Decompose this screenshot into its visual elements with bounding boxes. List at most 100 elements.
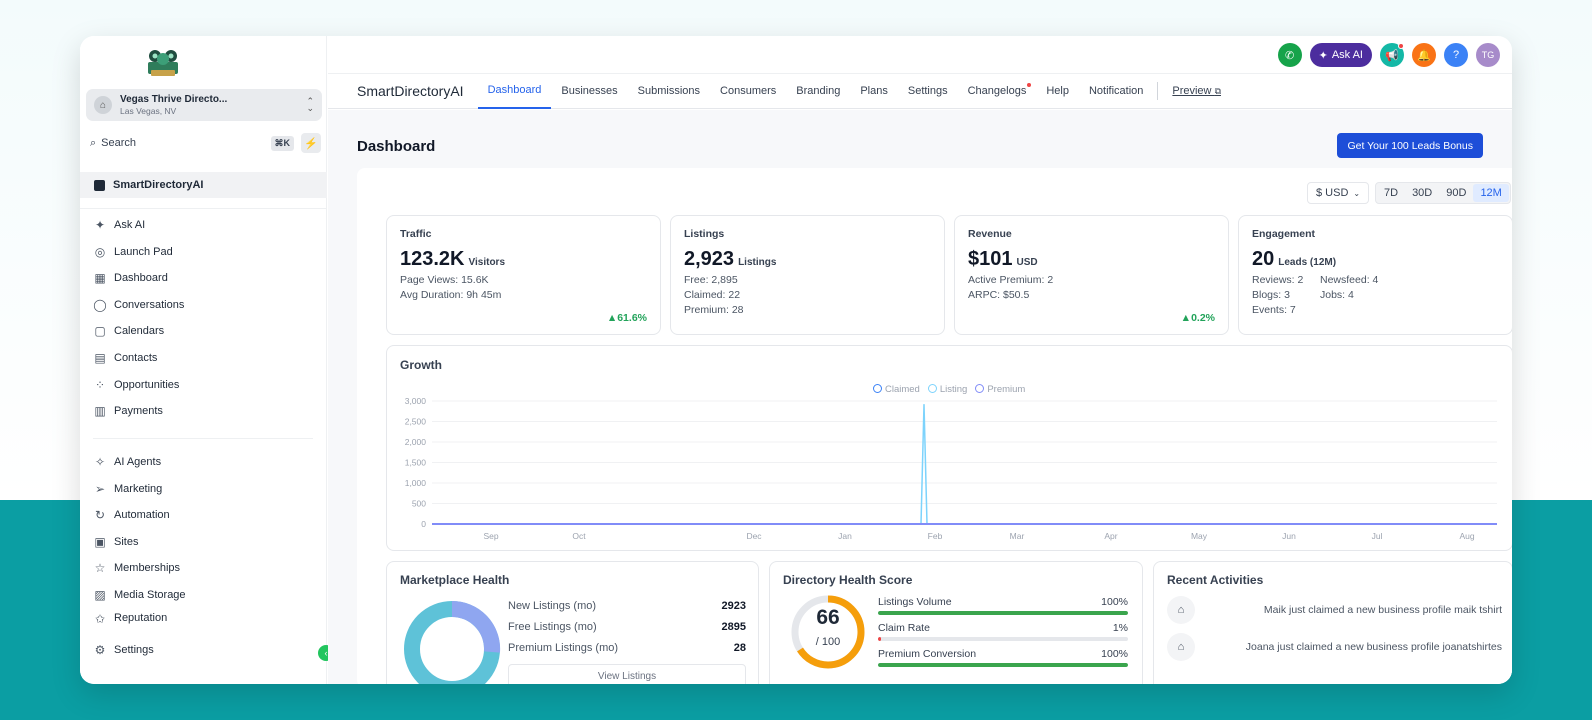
leads-bonus-button[interactable]: Get Your 100 Leads Bonus bbox=[1337, 133, 1483, 158]
x-tick-label: Oct bbox=[572, 531, 586, 541]
opportunities-icon: ⁘ bbox=[94, 377, 106, 392]
period-12m[interactable]: 12M bbox=[1473, 184, 1509, 202]
revenue-unit: USD bbox=[1016, 257, 1038, 268]
book-icon bbox=[94, 179, 105, 191]
sidebar-item-memberships[interactable]: ☆ Memberships bbox=[93, 558, 180, 578]
card-title: Traffic bbox=[400, 228, 432, 240]
traffic-card: Traffic 123.2K Visitors Page Views: 15.6K… bbox=[386, 215, 661, 335]
metric-percent: 1% bbox=[1112, 622, 1128, 634]
sidebar-item-sites[interactable]: ▣ Sites bbox=[93, 532, 138, 552]
legend-item[interactable]: Claimed bbox=[873, 384, 920, 395]
sidebar-item-label: Memberships bbox=[114, 562, 181, 575]
period-30d[interactable]: 30D bbox=[1412, 187, 1433, 199]
sidebar-item-conversations[interactable]: ◯ Conversations bbox=[93, 295, 184, 315]
rocket-icon: ◎ bbox=[94, 244, 106, 259]
period-7d[interactable]: 7D bbox=[1384, 187, 1399, 199]
tab-plans[interactable]: Plans bbox=[860, 85, 888, 97]
sidebar-item-reputation[interactable]: ✩ Reputation bbox=[93, 612, 167, 624]
tab-dashboard[interactable]: Dashboard bbox=[477, 74, 552, 109]
sidebar-item-marketing[interactable]: ➢ Marketing bbox=[93, 479, 162, 499]
tab-help[interactable]: Help bbox=[1046, 85, 1069, 97]
announcements-button[interactable]: 📢 bbox=[1380, 43, 1404, 67]
activity-item[interactable]: ⌂ Maik just claimed a new business profi… bbox=[1167, 595, 1502, 625]
app-window: ⌂ Vegas Thrive Directo... Las Vegas, NV … bbox=[80, 36, 1512, 684]
sidebar-item-media-storage[interactable]: ▨ Media Storage bbox=[93, 585, 185, 605]
card-detail: ARPC: $50.5 bbox=[968, 289, 1030, 301]
legend-label: Listing bbox=[939, 384, 968, 395]
activity-text: Maik just claimed a new business profile… bbox=[1263, 604, 1502, 616]
engagement-card: Engagement 20 Leads (12M) Reviews: 2 News… bbox=[1238, 215, 1512, 335]
sidebar-item-dashboard[interactable]: ▦ Dashboard bbox=[93, 268, 168, 288]
app-nav: SmartDirectoryAI Dashboard Businesses Subm… bbox=[328, 74, 1512, 109]
tab-settings[interactable]: Settings bbox=[907, 85, 948, 97]
x-tick-label: Apr bbox=[1104, 531, 1117, 541]
sidebar-item-launch-pad[interactable]: ◎ Launch Pad bbox=[93, 242, 173, 262]
engagement-unit: Leads (12M) bbox=[1278, 257, 1337, 268]
sidebar-item-label: Sites bbox=[114, 535, 139, 548]
sidebar-item-settings[interactable]: ⚙ Settings bbox=[93, 640, 154, 660]
new-indicator-dot bbox=[1027, 82, 1032, 87]
chevron-left-icon: ‹ bbox=[324, 648, 328, 658]
x-tick-label: Jul bbox=[1372, 531, 1383, 541]
sidebar-item-calendars[interactable]: ▢ Calendars bbox=[93, 321, 164, 341]
sidebar-item-automation[interactable]: ↻ Automation bbox=[93, 505, 170, 525]
tab-notification[interactable]: Notification bbox=[1088, 85, 1144, 97]
tab-changelogs[interactable]: Changelogs bbox=[958, 74, 1037, 109]
notification-dot bbox=[1398, 43, 1404, 49]
calendar-icon: ▢ bbox=[94, 324, 106, 339]
currency-select[interactable]: $ USD ⌄ bbox=[1307, 182, 1370, 204]
preview-link[interactable]: Preview ⧉ bbox=[1162, 85, 1231, 97]
tab-businesses[interactable]: Businesses bbox=[561, 85, 618, 97]
ai-agents-icon: ✧ bbox=[94, 455, 106, 469]
quick-action-button[interactable]: ⚡ bbox=[301, 133, 321, 153]
sidebar-item-opportunities[interactable]: ⁘ Opportunities bbox=[93, 375, 179, 395]
revenue-card: Revenue $101 USD Active Premium: 2 ARPC: … bbox=[954, 215, 1229, 335]
x-tick-label: Feb bbox=[928, 531, 943, 541]
help-button[interactable]: ? bbox=[1444, 43, 1468, 67]
period-90d[interactable]: 90D bbox=[1446, 187, 1467, 199]
sidebar-item-label: SmartDirectoryAI bbox=[113, 179, 204, 191]
sidebar-item-smartdirectoryai[interactable]: SmartDirectoryAI bbox=[80, 172, 327, 198]
ask-ai-label: Ask AI bbox=[1331, 49, 1363, 61]
engagement-value: 20 bbox=[1252, 248, 1275, 270]
chevron-updown-icon: ⌃ ⌄ bbox=[306, 95, 314, 113]
sidebar-item-ai-agents[interactable]: ✧ AI Agents bbox=[93, 452, 161, 472]
traffic-value: 123.2K bbox=[400, 248, 465, 270]
external-link-icon: ⧉ bbox=[1214, 86, 1221, 96]
star-icon: ✩ bbox=[94, 611, 106, 624]
ask-ai-button[interactable]: ✦ Ask AI bbox=[1309, 43, 1372, 67]
metric-label: Premium Conversion bbox=[878, 648, 977, 660]
legend-item[interactable]: Listing bbox=[927, 384, 968, 395]
row-value: 28 bbox=[733, 642, 746, 654]
location-switcher[interactable]: ⌂ Vegas Thrive Directo... Las Vegas, NV … bbox=[86, 89, 322, 121]
sidebar-item-ask-ai[interactable]: ✦ Ask AI bbox=[93, 215, 145, 235]
metric-label: Claim Rate bbox=[878, 622, 930, 634]
preview-label: Preview bbox=[1172, 85, 1212, 97]
card-detail: Premium: 28 bbox=[684, 304, 744, 316]
search-input[interactable]: ⌕ Search ⌘K bbox=[86, 133, 298, 153]
tab-submissions[interactable]: Submissions bbox=[637, 85, 701, 97]
sidebar-item-label: Dashboard bbox=[114, 272, 168, 285]
card-title: Marketplace Health bbox=[400, 573, 510, 587]
legend-item[interactable]: Premium bbox=[975, 384, 1025, 395]
activity-item[interactable]: ⌂ Joana just claimed a new business prof… bbox=[1167, 632, 1502, 662]
listings-unit: Listings bbox=[738, 257, 777, 268]
sidebar-item-contacts[interactable]: ▤ Contacts bbox=[93, 348, 157, 368]
row-label: Free Listings (mo) bbox=[508, 621, 597, 633]
location-name: Vegas Thrive Directo... bbox=[120, 93, 228, 105]
marketplace-row: New Listings (mo) 2923 bbox=[508, 600, 746, 612]
search-icon: ⌕ bbox=[90, 136, 97, 149]
view-listings-button[interactable]: View Listings bbox=[508, 664, 746, 684]
sidebar-item-payments[interactable]: ▥ Payments bbox=[93, 401, 163, 421]
row-value: 2895 bbox=[721, 621, 746, 633]
user-avatar[interactable]: TG bbox=[1476, 43, 1500, 67]
sidebar-item-label: Reputation bbox=[114, 611, 168, 624]
x-tick-label: Jun bbox=[1282, 531, 1296, 541]
phone-button[interactable]: ✆ bbox=[1277, 43, 1302, 67]
card-detail: Page Views: 15.6K bbox=[400, 274, 489, 286]
notifications-button[interactable]: 🔔 bbox=[1412, 43, 1436, 67]
y-tick-label: 2,000 bbox=[405, 437, 427, 447]
card-title: Directory Health Score bbox=[783, 573, 913, 587]
tab-consumers[interactable]: Consumers bbox=[720, 85, 777, 97]
tab-branding[interactable]: Branding bbox=[796, 85, 841, 97]
